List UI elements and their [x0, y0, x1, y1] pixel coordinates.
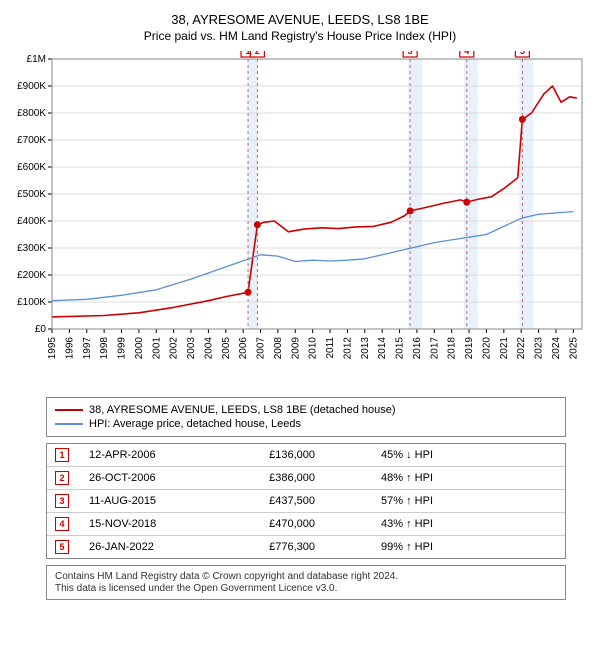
tx-delta: 57% ↑ HPI: [323, 495, 433, 507]
svg-text:£200K: £200K: [17, 270, 46, 281]
svg-text:2025: 2025: [568, 337, 579, 360]
tx-price: £136,000: [205, 449, 315, 461]
tx-marker: 3: [55, 494, 69, 508]
svg-text:2022: 2022: [516, 337, 527, 360]
svg-text:2008: 2008: [273, 337, 284, 360]
svg-text:2024: 2024: [551, 337, 562, 360]
tx-date: 12-APR-2006: [77, 449, 197, 461]
footer-box: Contains HM Land Registry data © Crown c…: [46, 565, 566, 600]
svg-text:2011: 2011: [325, 337, 336, 359]
svg-text:2001: 2001: [151, 337, 162, 360]
svg-text:2010: 2010: [308, 337, 319, 360]
svg-text:2014: 2014: [377, 337, 388, 360]
tx-marker: 4: [55, 517, 69, 531]
table-row: 1 12-APR-2006 £136,000 45% ↓ HPI: [47, 444, 565, 466]
svg-text:2019: 2019: [464, 337, 475, 360]
tx-marker: 1: [55, 448, 69, 462]
svg-text:1: 1: [246, 51, 251, 56]
svg-text:1999: 1999: [117, 337, 128, 360]
svg-text:1995: 1995: [47, 337, 58, 360]
svg-text:2023: 2023: [534, 337, 545, 360]
svg-text:1998: 1998: [99, 337, 110, 360]
svg-text:£800K: £800K: [17, 108, 46, 119]
table-row: 2 26-OCT-2006 £386,000 48% ↑ HPI: [47, 466, 565, 489]
tx-date: 11-AUG-2015: [77, 495, 197, 507]
svg-text:2002: 2002: [169, 337, 180, 360]
svg-text:2017: 2017: [429, 337, 440, 360]
svg-text:2020: 2020: [481, 337, 492, 360]
svg-text:£100K: £100K: [17, 297, 46, 308]
tx-date: 26-JAN-2022: [77, 541, 197, 553]
svg-text:£900K: £900K: [17, 81, 46, 92]
svg-text:2006: 2006: [238, 337, 249, 360]
svg-text:2007: 2007: [256, 337, 267, 360]
tx-delta: 45% ↓ HPI: [323, 449, 433, 461]
footer-line1: Contains HM Land Registry data © Crown c…: [55, 571, 557, 582]
tx-price: £386,000: [205, 472, 315, 484]
svg-text:£500K: £500K: [17, 189, 46, 200]
svg-text:2018: 2018: [447, 337, 458, 360]
svg-text:£600K: £600K: [17, 162, 46, 173]
tx-price: £776,300: [205, 541, 315, 553]
svg-text:3: 3: [408, 51, 413, 56]
svg-text:£0: £0: [35, 324, 47, 335]
svg-text:5: 5: [520, 51, 525, 56]
chart-subtitle: Price paid vs. HM Land Registry's House …: [10, 29, 590, 43]
chart-canvas: £0 £100K £200K £300K £400K £500K £600K £700K £80…: [10, 51, 590, 391]
chart-title: 38, AYRESOME AVENUE, LEEDS, LS8 1BE: [10, 12, 590, 27]
legend-row: 38, AYRESOME AVENUE, LEEDS, LS8 1BE (det…: [55, 404, 557, 416]
svg-text:2016: 2016: [412, 337, 423, 360]
tx-date: 15-NOV-2018: [77, 518, 197, 530]
tx-price: £470,000: [205, 518, 315, 530]
svg-text:2012: 2012: [342, 337, 353, 360]
legend-label: HPI: Average price, detached house, Leed…: [89, 418, 301, 430]
svg-text:£400K: £400K: [17, 216, 46, 227]
chart-svg: £0 £100K £200K £300K £400K £500K £600K £700K £80…: [10, 51, 590, 391]
legend-swatch: [55, 423, 83, 425]
svg-text:£1M: £1M: [27, 54, 46, 65]
tx-marker: 2: [55, 471, 69, 485]
table-row: 3 11-AUG-2015 £437,500 57% ↑ HPI: [47, 489, 565, 512]
svg-text:2003: 2003: [186, 337, 197, 360]
tx-date: 26-OCT-2006: [77, 472, 197, 484]
svg-text:4: 4: [464, 51, 469, 56]
table-row: 5 26-JAN-2022 £776,300 99% ↑ HPI: [47, 535, 565, 558]
svg-text:1996: 1996: [64, 337, 75, 360]
tx-delta: 99% ↑ HPI: [323, 541, 433, 553]
svg-text:1997: 1997: [82, 337, 93, 360]
legend-swatch: [55, 409, 83, 411]
svg-text:2013: 2013: [360, 337, 371, 360]
tx-marker: 5: [55, 540, 69, 554]
svg-text:£700K: £700K: [17, 135, 46, 146]
legend-label: 38, AYRESOME AVENUE, LEEDS, LS8 1BE (det…: [89, 404, 396, 416]
svg-text:£300K: £300K: [17, 243, 46, 254]
svg-text:2: 2: [255, 51, 260, 56]
svg-text:2004: 2004: [203, 337, 214, 360]
tx-delta: 48% ↑ HPI: [323, 472, 433, 484]
tx-delta: 43% ↑ HPI: [323, 518, 433, 530]
svg-text:2000: 2000: [134, 337, 145, 360]
footer-line2: This data is licensed under the Open Gov…: [55, 583, 557, 594]
svg-text:2009: 2009: [290, 337, 301, 360]
legend-row: HPI: Average price, detached house, Leed…: [55, 418, 557, 430]
svg-text:2021: 2021: [499, 337, 510, 360]
svg-text:2015: 2015: [395, 337, 406, 360]
transaction-table: 1 12-APR-2006 £136,000 45% ↓ HPI 2 26-OCT-200…: [46, 443, 566, 559]
svg-text:2005: 2005: [221, 337, 232, 360]
legend-box: 38, AYRESOME AVENUE, LEEDS, LS8 1BE (det…: [46, 397, 566, 437]
tx-price: £437,500: [205, 495, 315, 507]
table-row: 4 15-NOV-2018 £470,000 43% ↑ HPI: [47, 512, 565, 535]
